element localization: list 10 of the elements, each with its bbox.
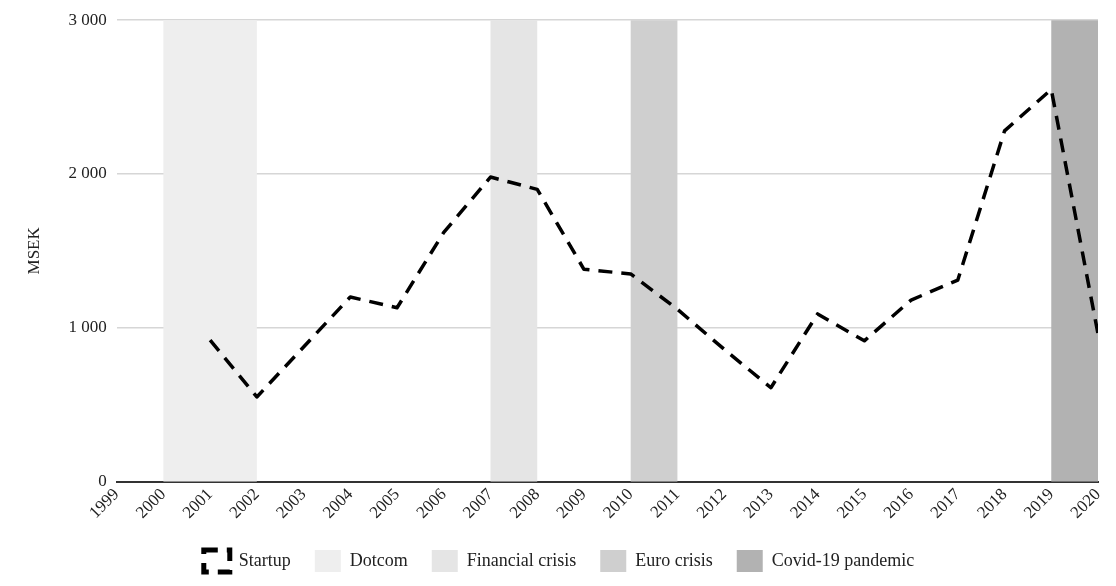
y-axis-title: MSEK	[23, 226, 43, 275]
y-tick-label: 0	[98, 471, 107, 490]
legend-label: Dotcom	[349, 549, 408, 570]
legend-label: Covid-19 pandemic	[771, 549, 915, 570]
y-tick-label: 1 000	[68, 317, 107, 337]
legend-label: Euro crisis	[635, 549, 713, 570]
legend-label: Financial crisis	[466, 549, 577, 570]
legend-label: Startup	[238, 549, 291, 570]
y-tick-label: 2 000	[68, 163, 107, 183]
y-tick-label: 3 000	[68, 9, 107, 29]
